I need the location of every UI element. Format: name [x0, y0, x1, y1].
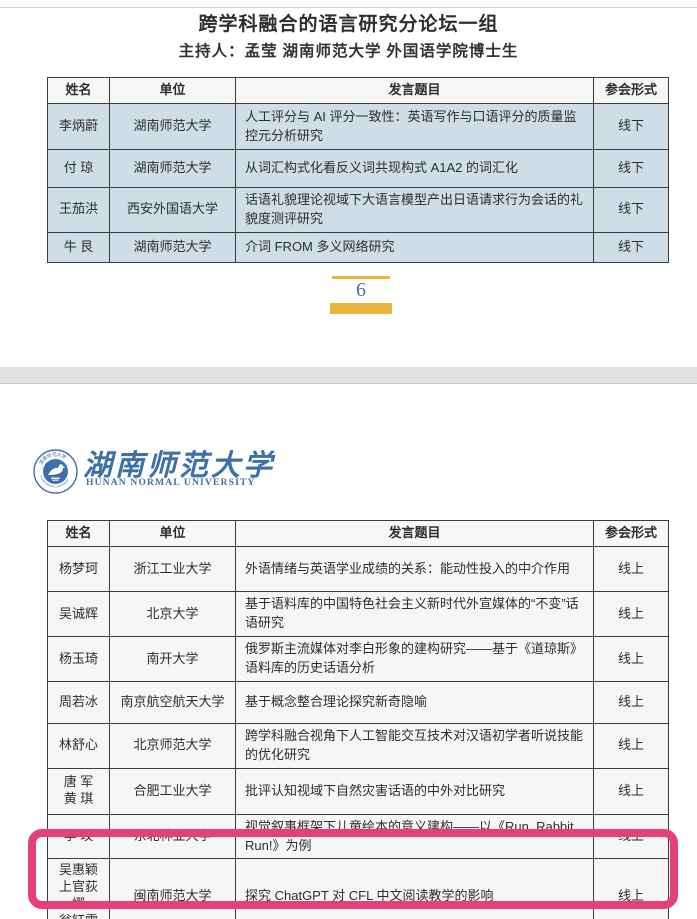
- cell-affiliation: 西安外国语大学: [109, 187, 236, 233]
- col-header-name: 姓名: [47, 520, 110, 547]
- table-row: 唐 军 黄 琪 合肥工业大学 批评认知视域下自然灾害话语的中外对比研究 线上: [47, 767, 669, 815]
- table-header-row: 姓名 单位 发言题目 参会形式: [47, 77, 669, 104]
- table-row: 周若冰 南京航空航天大学 基于概念整合理论探究新奇隐喻 线上: [47, 681, 669, 724]
- cell-name: 林舒心: [47, 723, 110, 769]
- university-seal-icon: 湖南师范大学 HUNAN NORMAL UNIVERSITY: [33, 449, 78, 494]
- page-number-block: 6: [0, 272, 697, 318]
- cell-topic: 从词汇构式化看反义词共现构式 A1A2 的词汇化: [235, 149, 594, 188]
- cell-mode: 线上: [593, 723, 669, 769]
- cell-name: 李炳蔚: [47, 103, 110, 150]
- cell-affiliation: 湖南师范大学: [109, 231, 236, 263]
- col-header-mode: 参会形式: [593, 520, 669, 547]
- offline-session-table: 姓名 单位 发言题目 参会形式 李炳蔚 湖南师范大学 人工评分与 AI 评分一致…: [47, 77, 669, 263]
- cell-name: 付 琼: [47, 149, 110, 188]
- table-row: 杨玉琦 南开大学 俄罗斯主流媒体对李白形象的建构研究——基于《道琼斯》语料库的历…: [47, 636, 669, 682]
- highlight-annotation-box: [28, 829, 678, 909]
- page-number-topline: [332, 276, 390, 279]
- col-header-affiliation: 单位: [109, 520, 236, 547]
- cell-name: 王茄洪: [47, 187, 110, 233]
- cell-topic: 批评认知视域下自然灾害话语的中外对比研究: [235, 767, 594, 815]
- online-session-table: 姓名 单位 发言题目 参会形式 杨梦珂 浙江工业大学 外语情绪与英语学业成绩的关…: [47, 520, 669, 919]
- table-row: 付 琼 湖南师范大学 从词汇构式化看反义词共现构式 A1A2 的词汇化 线下: [47, 149, 669, 188]
- cell-name: 杨梦珂: [47, 546, 110, 592]
- university-name-cn: 湖南师范大学: [83, 450, 276, 482]
- cell-topic: 人工评分与 AI 评分一致性：英语写作与口语评分的质量监控元分析研究: [235, 103, 594, 150]
- cell-affiliation: 北京大学: [109, 591, 236, 637]
- cell-topic: 基于语料库的中国特色社会主义新时代外宣媒体的“不变”话语研究: [235, 591, 594, 637]
- cell-topic: 跨学科融合视角下人工智能交互技术对汉语初学者听说技能的优化研究: [235, 723, 594, 769]
- cell-affiliation: 南开大学: [109, 636, 236, 682]
- page-top-divider: [0, 7, 697, 8]
- page-separator: [0, 367, 697, 384]
- cell-name: 唐 军 黄 琪: [47, 767, 110, 815]
- host-line: 主持人：孟莹 湖南师范大学 外国语学院博士生: [178, 43, 519, 60]
- cell-name: 周若冰: [47, 681, 110, 724]
- cell-topic: 外语情绪与英语学业成绩的关系：能动性投入的中介作用: [235, 546, 594, 592]
- cell-mode: 线下: [593, 187, 669, 233]
- col-header-topic: 发言题目: [235, 77, 594, 104]
- cell-name: 吴诚辉: [47, 591, 110, 637]
- forum-title: 跨学科融合的语言研究分论坛一组: [198, 14, 499, 35]
- university-name-en: HUNAN NORMAL UNIVERSITY: [86, 478, 256, 488]
- cell-mode: 线下: [593, 149, 669, 188]
- table-row: 牛 艮 湖南师范大学 介词 FROM 多义网络研究 线下: [47, 231, 669, 263]
- page-number-bar: [330, 303, 392, 314]
- cell-mode: 线上: [593, 546, 669, 592]
- cell-name: 杨玉琦: [47, 636, 110, 682]
- cell-mode: 线下: [593, 103, 669, 150]
- page-number: 6: [356, 279, 366, 301]
- cell-affiliation: 合肥工业大学: [109, 767, 236, 815]
- cell-affiliation: 浙江工业大学: [109, 546, 236, 592]
- table-header-row: 姓名 单位 发言题目 参会形式: [47, 520, 669, 547]
- cell-topic: 话语礼貌理论视域下大语言模型产出日语请求行为会话的礼貌度测评研究: [235, 187, 594, 233]
- cell-mode: 线上: [593, 767, 669, 815]
- cell-topic: 基于概念整合理论探究新奇隐喻: [235, 681, 594, 724]
- col-header-mode: 参会形式: [593, 77, 669, 104]
- table-row: 李炳蔚 湖南师范大学 人工评分与 AI 评分一致性：英语写作与口语评分的质量监控…: [47, 103, 669, 150]
- cell-affiliation: 南京航空航天大学: [109, 681, 236, 724]
- col-header-name: 姓名: [47, 77, 110, 104]
- table-row: 王茄洪 西安外国语大学 话语礼貌理论视域下大语言模型产出日语请求行为会话的礼貌度…: [47, 187, 669, 233]
- cell-affiliation: 北京师范大学: [109, 723, 236, 769]
- cell-affiliation: 湖南师范大学: [109, 103, 236, 150]
- table-row: 林舒心 北京师范大学 跨学科融合视角下人工智能交互技术对汉语初学者听说技能的优化…: [47, 723, 669, 769]
- cell-name: 牛 艮: [47, 231, 110, 263]
- cell-mode: 线上: [593, 591, 669, 637]
- cell-mode: 线上: [593, 636, 669, 682]
- cell-topic: 介词 FROM 多义网络研究: [235, 231, 594, 263]
- cell-mode: 线下: [593, 231, 669, 263]
- col-header-affiliation: 单位: [109, 77, 236, 104]
- col-header-topic: 发言题目: [235, 520, 594, 547]
- cell-topic: 俄罗斯主流媒体对李白形象的建构研究——基于《道琼斯》语料库的历史话语分析: [235, 636, 594, 682]
- table-row: 吴诚辉 北京大学 基于语料库的中国特色社会主义新时代外宣媒体的“不变”话语研究 …: [47, 591, 669, 637]
- university-logo: 湖南师范大学 HUNAN NORMAL UNIVERSITY 湖南师范大学 HU…: [33, 446, 293, 506]
- cell-affiliation: 湖南师范大学: [109, 149, 236, 188]
- cell-mode: 线上: [593, 681, 669, 724]
- table-row: 杨梦珂 浙江工业大学 外语情绪与英语学业成绩的关系：能动性投入的中介作用 线上: [47, 546, 669, 592]
